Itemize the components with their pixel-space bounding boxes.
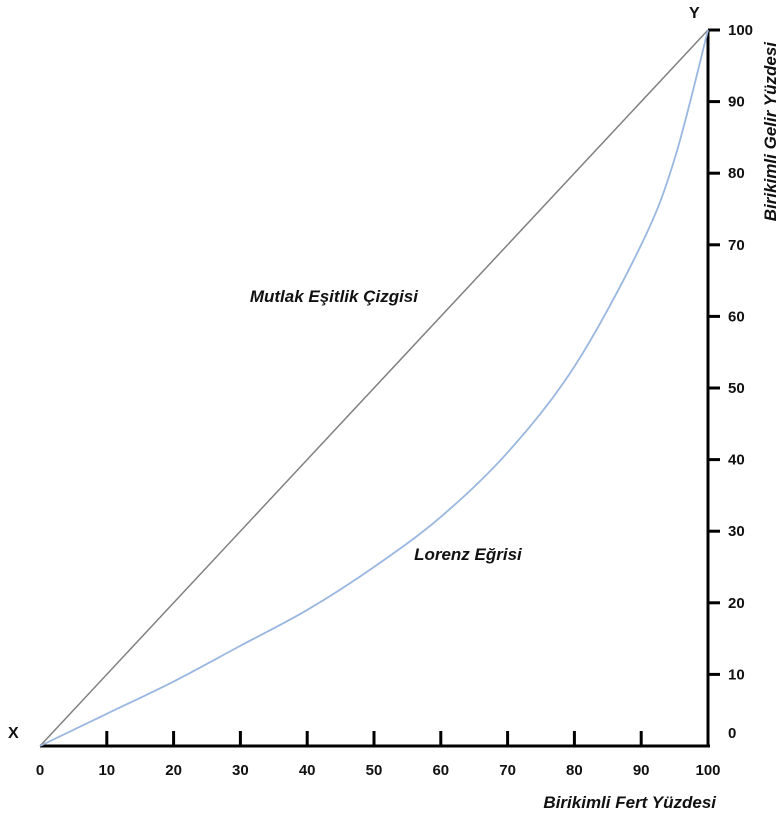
x-tick-label: 50 bbox=[366, 762, 383, 779]
y-tick-label: 80 bbox=[728, 165, 745, 182]
x-axis-title: Birikimli Fert Yüzdesi bbox=[543, 793, 717, 812]
x-tick-label: 70 bbox=[499, 762, 516, 779]
y-tick-label: 50 bbox=[728, 380, 745, 397]
series-layer bbox=[39, 29, 709, 747]
y-tick-label: 10 bbox=[728, 666, 745, 683]
y-ticks: 0 10 20 30 40 50 60 70 80 90 100 bbox=[708, 22, 753, 742]
x-tick-label: 90 bbox=[633, 762, 650, 779]
x-tick-label: 0 bbox=[36, 762, 44, 779]
y-tick-label: 0 bbox=[728, 725, 736, 742]
x-ticks: 0 10 20 30 40 50 60 70 80 90 100 bbox=[36, 731, 721, 779]
y-tick-label: 30 bbox=[728, 523, 745, 540]
origin-label: X bbox=[8, 725, 19, 742]
annotation-equality-line: Mutlak Eşitlik Çizgisi bbox=[250, 287, 419, 306]
top-right-label: Y bbox=[689, 5, 700, 22]
axes bbox=[40, 30, 710, 748]
y-tick-label: 20 bbox=[728, 595, 745, 612]
x-tick-label: 30 bbox=[232, 762, 249, 779]
y-tick-label: 100 bbox=[728, 22, 753, 39]
y-tick-label: 40 bbox=[728, 452, 745, 469]
x-tick-label: 20 bbox=[165, 762, 182, 779]
lorenz-curve bbox=[39, 29, 709, 747]
x-tick-label: 60 bbox=[432, 762, 449, 779]
x-tick-label: 80 bbox=[566, 762, 583, 779]
annotation-lorenz-curve: Lorenz Eğrisi bbox=[414, 545, 523, 564]
y-tick-label: 90 bbox=[728, 94, 745, 111]
x-tick-label: 10 bbox=[98, 762, 115, 779]
y-tick-label: 60 bbox=[728, 308, 745, 325]
x-tick-label: 100 bbox=[695, 762, 720, 779]
y-axis-title: Birikimli Gelir Yüzdesi bbox=[761, 41, 780, 221]
y-tick-label: 70 bbox=[728, 237, 745, 254]
equality-line bbox=[39, 29, 709, 747]
x-tick-label: 40 bbox=[299, 762, 316, 779]
